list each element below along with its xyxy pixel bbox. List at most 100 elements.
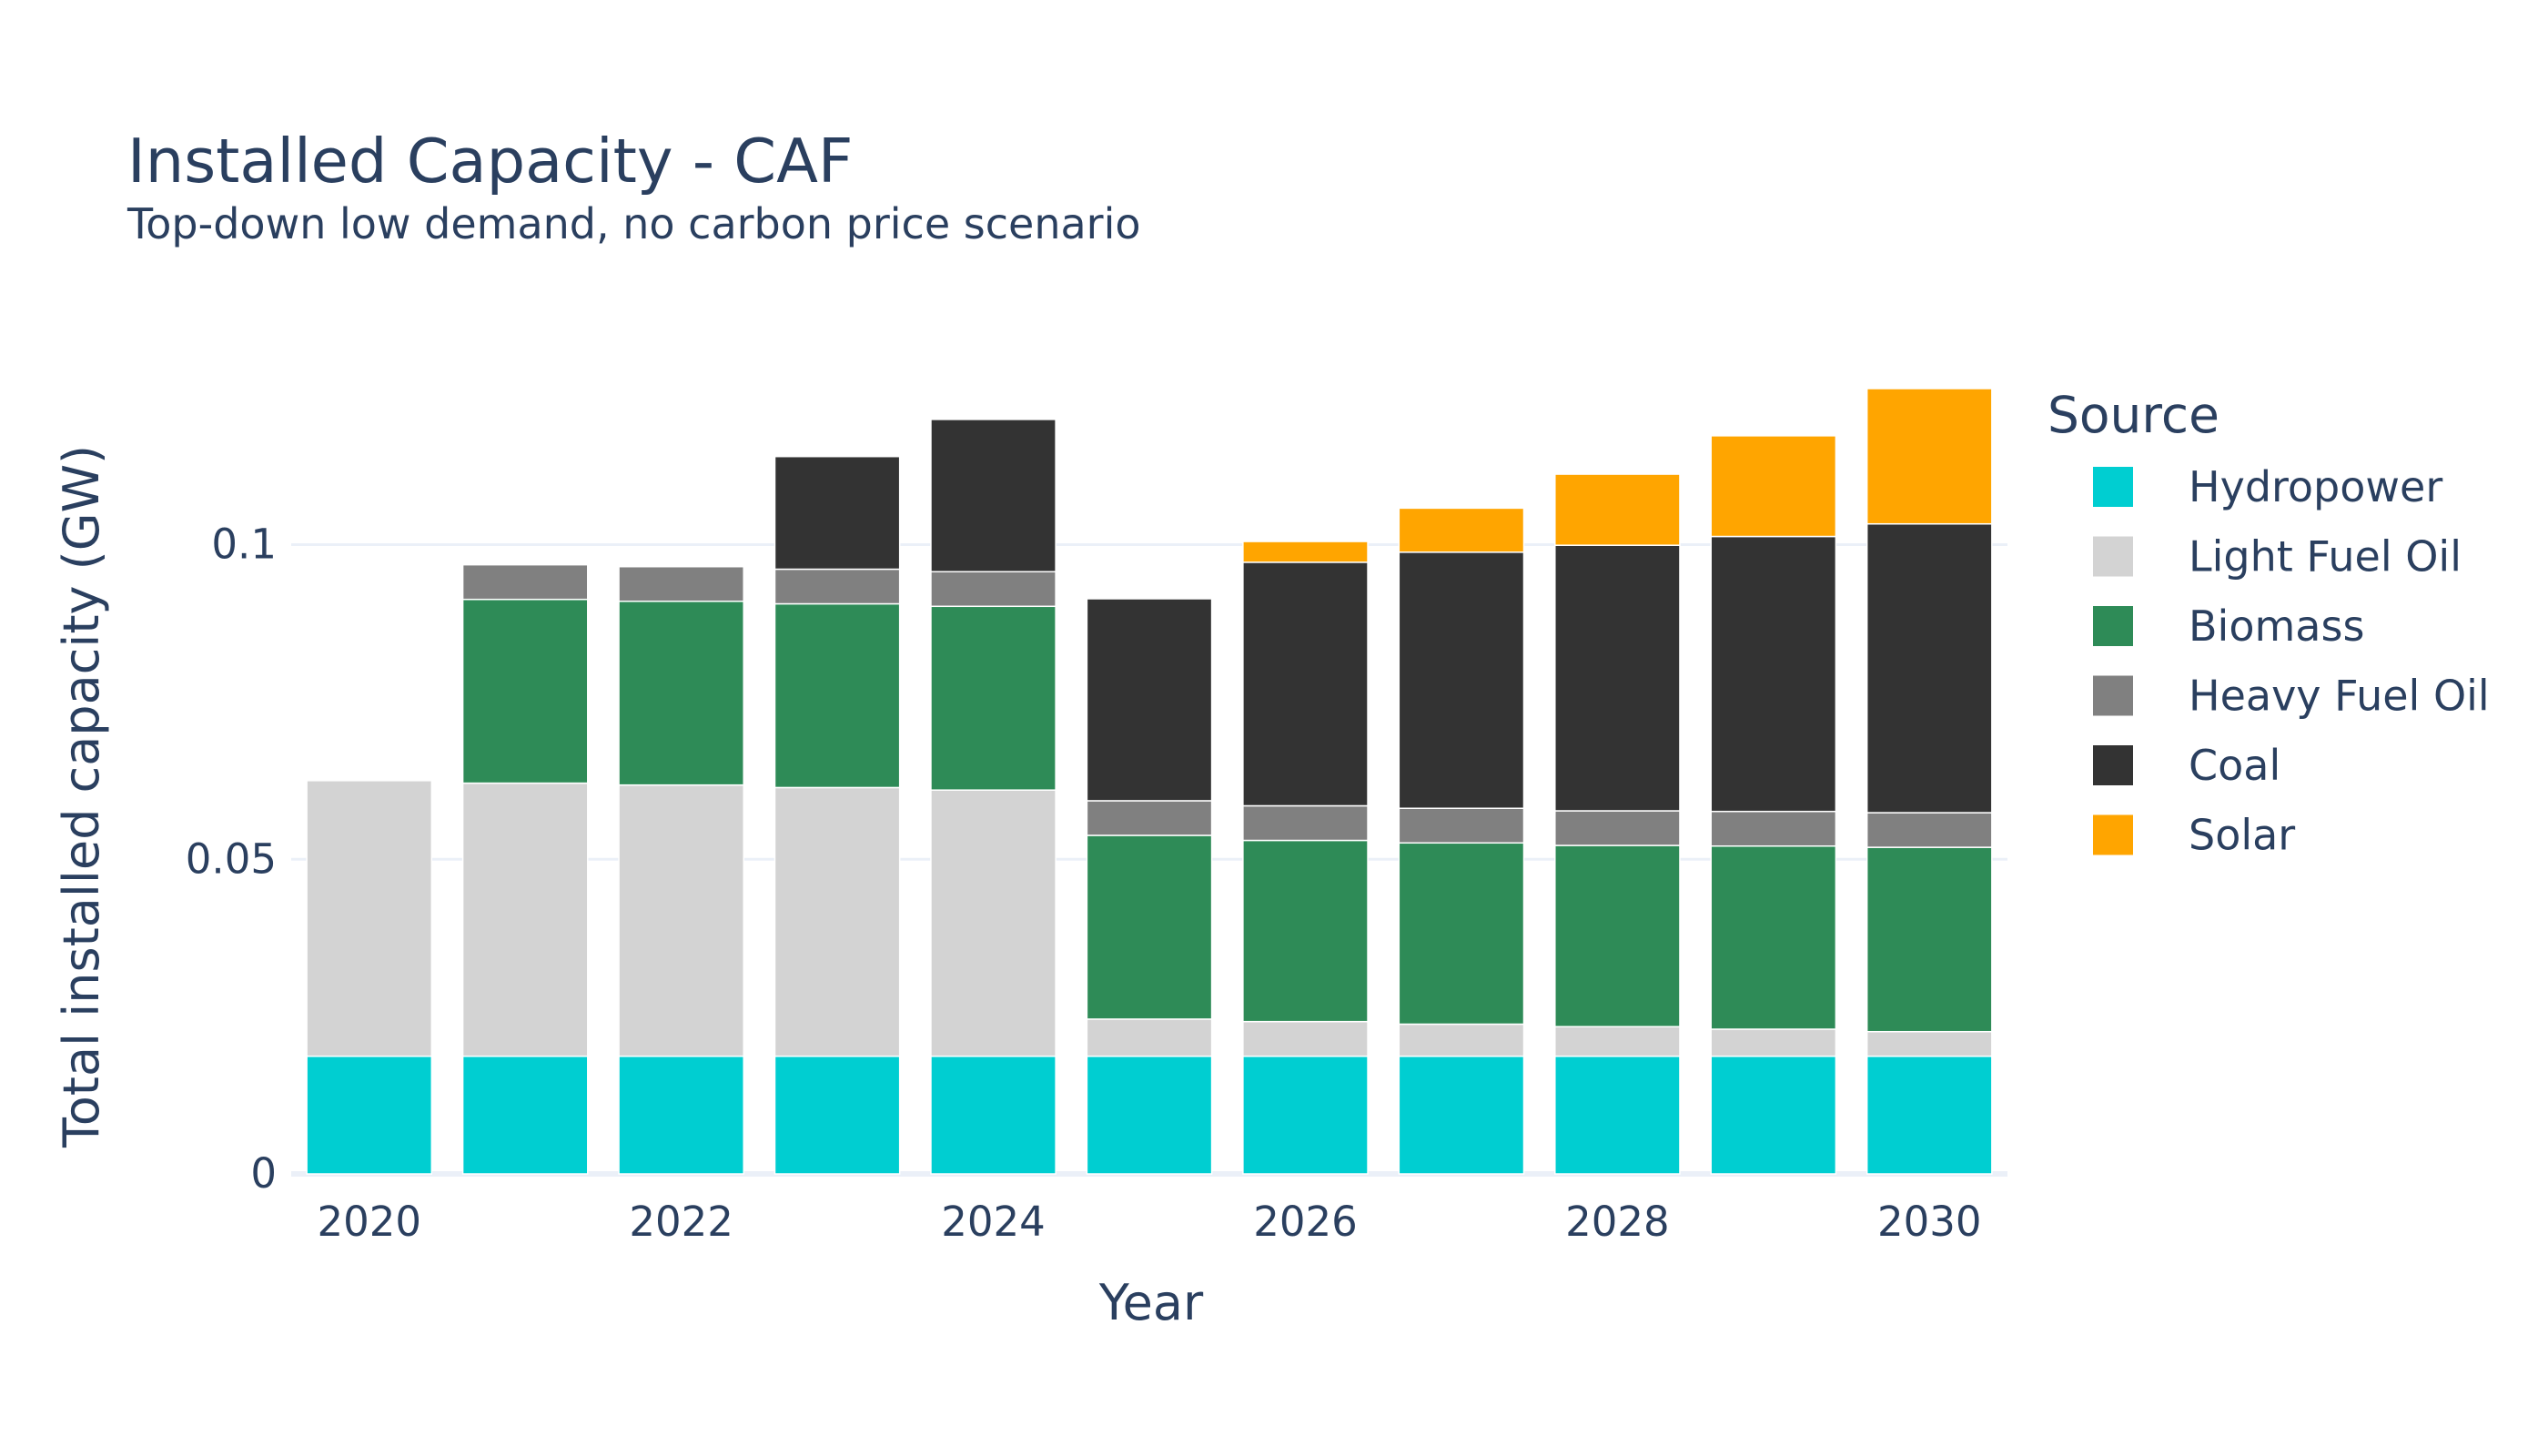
bar-hydropower-2030 xyxy=(1866,1055,1993,1175)
bar-heavy-fuel-oil-2028 xyxy=(1554,810,1681,846)
legend-item-coal[interactable]: Coal xyxy=(2093,741,2280,790)
legend-swatch xyxy=(2093,745,2133,785)
bar-hydropower-2023 xyxy=(774,1055,901,1175)
bar-stack-2025 xyxy=(1086,598,1213,1175)
legend-swatch xyxy=(2093,536,2133,577)
bar-heavy-fuel-oil-2030 xyxy=(1866,812,1993,848)
bar-biomass-2027 xyxy=(1398,842,1525,1026)
bar-light-fuel-oil-2020 xyxy=(306,780,433,1057)
legend-swatch xyxy=(2093,467,2133,507)
legend-label: Hydropower xyxy=(2189,462,2442,511)
x-tick-label: 2026 xyxy=(1253,1198,1358,1246)
bar-biomass-2028 xyxy=(1554,844,1681,1027)
bar-coal-2026 xyxy=(1242,561,1369,807)
bar-hydropower-2027 xyxy=(1398,1055,1525,1175)
bar-coal-2025 xyxy=(1086,598,1213,802)
legend-item-biomass[interactable]: Biomass xyxy=(2093,602,2364,651)
y-tick-label: 0.1 xyxy=(211,521,277,569)
bar-heavy-fuel-oil-2025 xyxy=(1086,800,1213,836)
legend-swatch xyxy=(2093,606,2133,646)
bar-stack-2020 xyxy=(306,780,433,1175)
bar-biomass-2021 xyxy=(461,598,589,784)
legend-label: Heavy Fuel Oil xyxy=(2189,672,2490,721)
bar-stack-2024 xyxy=(930,419,1057,1175)
bar-solar-2029 xyxy=(1710,435,1837,538)
legend-item-heavy-fuel-oil[interactable]: Heavy Fuel Oil xyxy=(2093,672,2490,721)
bar-hydropower-2028 xyxy=(1554,1055,1681,1175)
bar-heavy-fuel-oil-2026 xyxy=(1242,804,1369,842)
bar-biomass-2030 xyxy=(1866,846,1993,1033)
legend-swatch xyxy=(2093,814,2133,855)
legend-item-solar[interactable]: Solar xyxy=(2093,811,2295,860)
bar-biomass-2023 xyxy=(774,602,901,789)
x-tick-label: 2024 xyxy=(941,1198,1046,1246)
bar-coal-2024 xyxy=(930,419,1057,572)
bar-biomass-2022 xyxy=(618,600,744,786)
bar-heavy-fuel-oil-2023 xyxy=(774,568,901,605)
legend-item-hydropower[interactable]: Hydropower xyxy=(2093,462,2442,511)
bar-stack-2030 xyxy=(1866,388,1993,1175)
legend-title: Source xyxy=(2048,386,2219,444)
bar-hydropower-2029 xyxy=(1710,1055,1837,1175)
bar-heavy-fuel-oil-2024 xyxy=(930,571,1057,608)
bar-solar-2030 xyxy=(1866,388,1993,525)
bar-stack-2026 xyxy=(1242,541,1369,1175)
x-axis-title: Year xyxy=(1098,1274,1204,1331)
x-tick-label: 2028 xyxy=(1565,1198,1670,1246)
bar-stack-2029 xyxy=(1710,435,1837,1175)
bar-light-fuel-oil-2021 xyxy=(461,782,589,1057)
bar-hydropower-2025 xyxy=(1086,1055,1213,1175)
bar-heavy-fuel-oil-2027 xyxy=(1398,807,1525,844)
chart-title: Installed Capacity - CAF xyxy=(127,126,853,197)
bar-stack-2021 xyxy=(461,563,589,1175)
y-tick-label: 0 xyxy=(250,1149,277,1198)
bar-light-fuel-oil-2027 xyxy=(1398,1023,1525,1057)
bar-hydropower-2026 xyxy=(1242,1055,1369,1175)
bar-stack-2027 xyxy=(1398,507,1525,1175)
bar-biomass-2024 xyxy=(930,605,1057,791)
bar-light-fuel-oil-2028 xyxy=(1554,1026,1681,1057)
bar-stack-2022 xyxy=(618,565,744,1175)
legend: Source Hydropower Light Fuel Oil Biomass He… xyxy=(2048,386,2490,860)
y-axis-ticks: 0 0.05 0.1 xyxy=(186,521,277,1198)
bar-hydropower-2020 xyxy=(306,1055,433,1175)
bar-stack-2023 xyxy=(774,455,901,1175)
bar-coal-2027 xyxy=(1398,551,1525,809)
y-tick-label: 0.05 xyxy=(186,834,277,883)
x-tick-label: 2020 xyxy=(317,1198,421,1246)
bar-hydropower-2021 xyxy=(461,1055,589,1175)
x-tick-label: 2030 xyxy=(1877,1198,1982,1246)
bar-coal-2023 xyxy=(774,455,901,571)
legend-label: Solar xyxy=(2189,811,2295,860)
bar-stack-2028 xyxy=(1554,473,1681,1175)
bar-heavy-fuel-oil-2029 xyxy=(1710,810,1837,847)
bar-biomass-2025 xyxy=(1086,834,1213,1020)
bar-hydropower-2024 xyxy=(930,1055,1057,1175)
bar-solar-2026 xyxy=(1242,541,1369,563)
bar-light-fuel-oil-2023 xyxy=(774,786,901,1057)
bar-light-fuel-oil-2024 xyxy=(930,789,1057,1057)
legend-items: Hydropower Light Fuel Oil Biomass Heavy Fue… xyxy=(2093,462,2490,860)
x-axis-ticks: 2020 2022 2024 2026 2028 2030 xyxy=(317,1198,1981,1246)
bar-light-fuel-oil-2025 xyxy=(1086,1018,1213,1057)
bar-biomass-2026 xyxy=(1242,839,1369,1023)
x-tick-label: 2022 xyxy=(629,1198,733,1246)
bar-solar-2028 xyxy=(1554,473,1681,546)
legend-item-light-fuel-oil[interactable]: Light Fuel Oil xyxy=(2093,532,2462,581)
bar-light-fuel-oil-2026 xyxy=(1242,1020,1369,1057)
bar-coal-2028 xyxy=(1554,544,1681,812)
bar-coal-2030 xyxy=(1866,522,1993,814)
y-axis-title: Total installed capacity (GW) xyxy=(53,445,110,1148)
legend-label: Light Fuel Oil xyxy=(2189,532,2462,581)
bar-coal-2029 xyxy=(1710,535,1837,813)
bar-solar-2027 xyxy=(1398,507,1525,553)
legend-swatch xyxy=(2093,675,2133,716)
bar-biomass-2029 xyxy=(1710,844,1837,1030)
chart-subtitle: Top-down low demand, no carbon price sce… xyxy=(126,199,1141,248)
bar-light-fuel-oil-2022 xyxy=(618,784,744,1057)
bar-heavy-fuel-oil-2021 xyxy=(461,563,589,601)
bar-light-fuel-oil-2029 xyxy=(1710,1028,1837,1057)
bar-light-fuel-oil-2030 xyxy=(1866,1030,1993,1057)
legend-label: Coal xyxy=(2189,741,2280,790)
